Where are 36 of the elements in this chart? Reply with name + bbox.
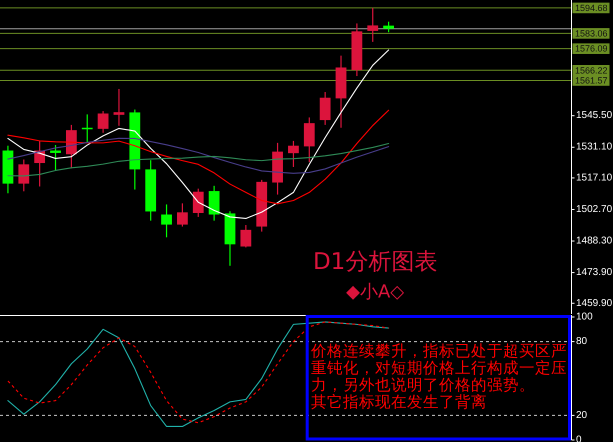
y-tick-label: 1473.90	[576, 267, 613, 278]
candlestick	[208, 185, 220, 222]
candlestick	[98, 110, 108, 134]
candlestick	[240, 224, 252, 248]
y-tick-label: 20	[576, 410, 588, 421]
text: D1分析图表	[312, 249, 438, 276]
ref-line-label: 1561.57	[575, 75, 608, 86]
y-tick-label: 1459.90	[576, 298, 613, 309]
y-tick-label: 100	[576, 312, 594, 322]
annotation: 价格连续攀升，指标已处于超买区严重钝化，对短期价格上行构成一定压力，另外也说明了价格的强势。	[311, 342, 568, 394]
candlestick	[383, 21, 394, 33]
candlestick	[18, 158, 30, 192]
y-tick-label: 1502.70	[576, 204, 613, 215]
line-series	[7, 49, 390, 220]
candlestick	[82, 114, 93, 144]
ref-line-label: 1594.68	[575, 2, 608, 13]
annotation: ◆小A◇	[346, 282, 404, 303]
ref-line-label: 1566.22	[575, 65, 608, 76]
y-tick-label: 80	[576, 336, 588, 348]
candlestick	[288, 140, 299, 168]
annotation: 其它指标现在发生了背离	[311, 393, 488, 411]
candlestick	[114, 88, 124, 126]
line-series	[7, 110, 390, 204]
y-tick-label: 1531.10	[576, 142, 613, 153]
y-tick-label: 1488.30	[576, 236, 613, 247]
candlestick	[320, 91, 331, 126]
ref-line-label: 1583.06	[575, 28, 608, 38]
candlestick	[192, 188, 204, 218]
candlestick	[304, 116, 315, 163]
candlestick	[367, 7, 378, 42]
candlestick	[50, 144, 61, 171]
y-tick-label: 1545.50	[576, 110, 613, 122]
candlestick	[161, 204, 172, 238]
ref-line-label: 1576.09	[575, 44, 608, 54]
candlestick	[177, 202, 188, 228]
y-tick-label: 1517.10	[576, 172, 613, 184]
